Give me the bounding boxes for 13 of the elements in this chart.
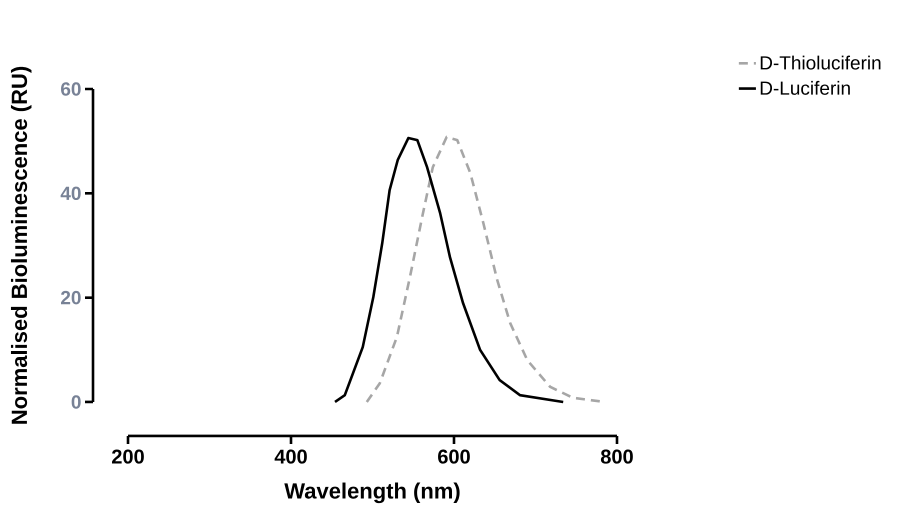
y-tick-label: 0 [72,395,81,409]
y-axis-title: Normalised Bioluminescence (RU) [10,66,32,424]
x-axis-title: Wavelength (nm) [284,482,460,504]
legend-label: D-Thioluciferin [760,56,880,70]
x-tick-label: 800 [600,450,633,464]
x-tick-label: 400 [274,450,307,464]
y-tick-label: 60 [61,82,81,96]
x-tick-label: 200 [112,450,144,464]
y-tick-label: 40 [60,186,81,200]
legend-label: D-Luciferin [760,80,850,95]
y-tick-label: 20 [60,290,81,304]
line-series [334,136,565,404]
x-tick-label: 600 [438,450,470,464]
